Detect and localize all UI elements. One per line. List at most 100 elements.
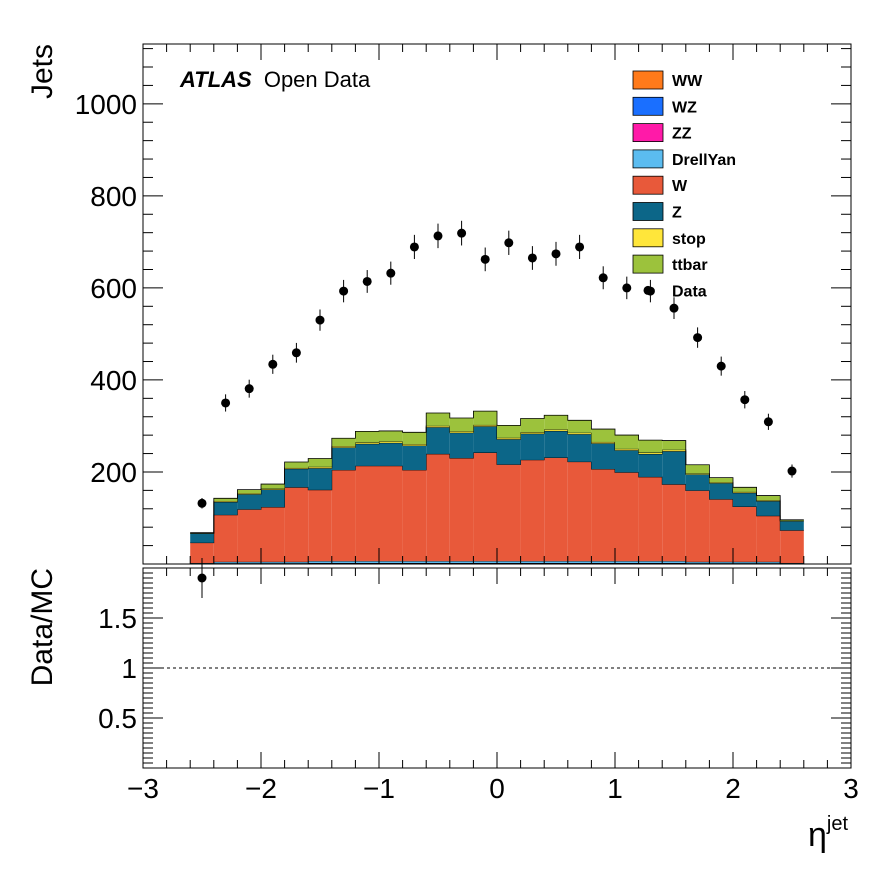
bar-ttbar-20 — [662, 440, 686, 450]
x-axis-title: ηjet — [808, 813, 848, 854]
bar-ttbar-25 — [780, 519, 804, 521]
legend-label-zz: ZZ — [672, 126, 692, 143]
atlas-label: ATLAS Open Data — [179, 67, 371, 92]
bar-w-8 — [379, 465, 403, 562]
bar-ttbar-17 — [591, 429, 615, 442]
bar-ttbar-18 — [615, 435, 639, 449]
bar-z-2 — [237, 494, 261, 510]
bar-drellyan-21 — [685, 561, 710, 564]
bar-w-6 — [331, 470, 356, 562]
bar-w-7 — [355, 465, 379, 562]
bar-stop-12 — [473, 424, 497, 427]
bar-drellyan-16 — [567, 561, 592, 563]
bar-drellyan-1 — [213, 561, 238, 564]
bar-stop-5 — [308, 466, 332, 469]
y-tick-label: 600 — [90, 273, 137, 304]
bar-drellyan-12 — [473, 561, 497, 563]
bar-ttbar-13 — [497, 425, 521, 438]
bar-w-4 — [284, 487, 309, 562]
outline-ttbar — [190, 410, 804, 534]
data-point — [598, 273, 608, 283]
bar-ttbar-10 — [426, 412, 450, 426]
bar-z-25 — [780, 521, 804, 531]
bar-w-15 — [544, 457, 568, 562]
bar-ttbar-21 — [685, 464, 710, 474]
bar-stop-13 — [497, 437, 521, 440]
bar-stop-6 — [331, 446, 356, 448]
data-point — [504, 238, 514, 248]
bar-ttbar-4 — [284, 461, 309, 468]
bar-drellyan-3 — [261, 561, 285, 564]
bar-w-22 — [709, 499, 733, 562]
x-tick-label: −1 — [363, 773, 395, 804]
bar-w-11 — [449, 458, 474, 562]
bar-drellyan-5 — [308, 561, 332, 563]
bar-z-23 — [733, 492, 757, 507]
data-point — [221, 398, 231, 408]
bar-w-17 — [591, 469, 615, 562]
data-point — [291, 348, 301, 358]
bar-w-5 — [308, 489, 332, 562]
bar-drellyan-2 — [237, 561, 261, 564]
bar-stop-17 — [591, 441, 615, 444]
bar-w-14 — [520, 459, 545, 562]
legend-label-wz: WZ — [672, 99, 697, 116]
bar-ttbar-24 — [756, 495, 781, 501]
legend-swatch-z — [632, 202, 664, 221]
bar-z-17 — [591, 443, 615, 470]
bar-stop-10 — [426, 425, 450, 428]
x-tick-label: 2 — [725, 773, 741, 804]
bar-drellyan-4 — [284, 561, 309, 564]
ratio-tick-labels: 0.5 1 1.5 — [98, 603, 137, 734]
ratio-axis-title: Data/MC — [26, 568, 59, 686]
bar-ttbar-7 — [355, 431, 379, 443]
open-data-text: Open Data — [264, 67, 371, 92]
legend-marker-data — [643, 285, 653, 295]
bar-drellyan-14 — [520, 561, 545, 563]
x-tick-label: 1 — [607, 773, 623, 804]
legend-swatch-drellyan — [632, 149, 664, 169]
bar-stop-22 — [709, 482, 733, 484]
bar-ttbar-6 — [331, 438, 356, 447]
data-point — [693, 333, 703, 343]
data-point — [244, 384, 254, 394]
bar-w-18 — [615, 472, 639, 562]
bar-drellyan-11 — [449, 561, 474, 563]
bar-ttbar-15 — [544, 415, 568, 430]
bar-stop-21 — [685, 473, 710, 475]
bar-drellyan-20 — [662, 561, 686, 563]
bar-z-10 — [426, 427, 450, 454]
stacked-histogram — [190, 410, 804, 565]
bar-z-0 — [190, 533, 214, 543]
bar-ttbar-8 — [379, 430, 403, 442]
x-tick-label: 0 — [489, 773, 505, 804]
x-tick-labels: −3 −2 −1 0 1 2 3 — [127, 773, 859, 804]
bar-z-22 — [709, 483, 733, 500]
legend-label-drellyan: DrellYan — [672, 152, 736, 169]
bar-w-12 — [473, 452, 497, 562]
data-point — [622, 283, 632, 293]
data-point — [575, 242, 585, 252]
bar-z-3 — [261, 489, 285, 508]
data-point — [433, 231, 443, 241]
bar-drellyan-6 — [331, 561, 356, 563]
data-point — [457, 228, 467, 238]
bar-ttbar-16 — [567, 420, 592, 433]
y-tick-labels: 200 400 600 800 1000 — [75, 89, 137, 488]
x-tick-label: −2 — [245, 773, 277, 804]
bar-z-18 — [615, 450, 639, 473]
data-point — [763, 417, 773, 427]
bar-stop-20 — [662, 449, 686, 452]
bar-drellyan-24 — [756, 561, 781, 564]
data-point — [551, 249, 561, 259]
bar-z-24 — [756, 501, 781, 516]
bar-drellyan-19 — [638, 561, 663, 563]
data-point — [386, 268, 396, 278]
ratio-panel: 0.5 1 1.5 Data/MC −3 −2 −1 0 1 2 3 ηjet — [26, 558, 859, 854]
bar-ttbar-23 — [733, 487, 757, 492]
bar-w-16 — [567, 461, 592, 562]
legend-swatch-zz — [632, 123, 664, 142]
legend-label-stop: stop — [672, 231, 706, 248]
legend-swatch-ww — [632, 70, 664, 90]
